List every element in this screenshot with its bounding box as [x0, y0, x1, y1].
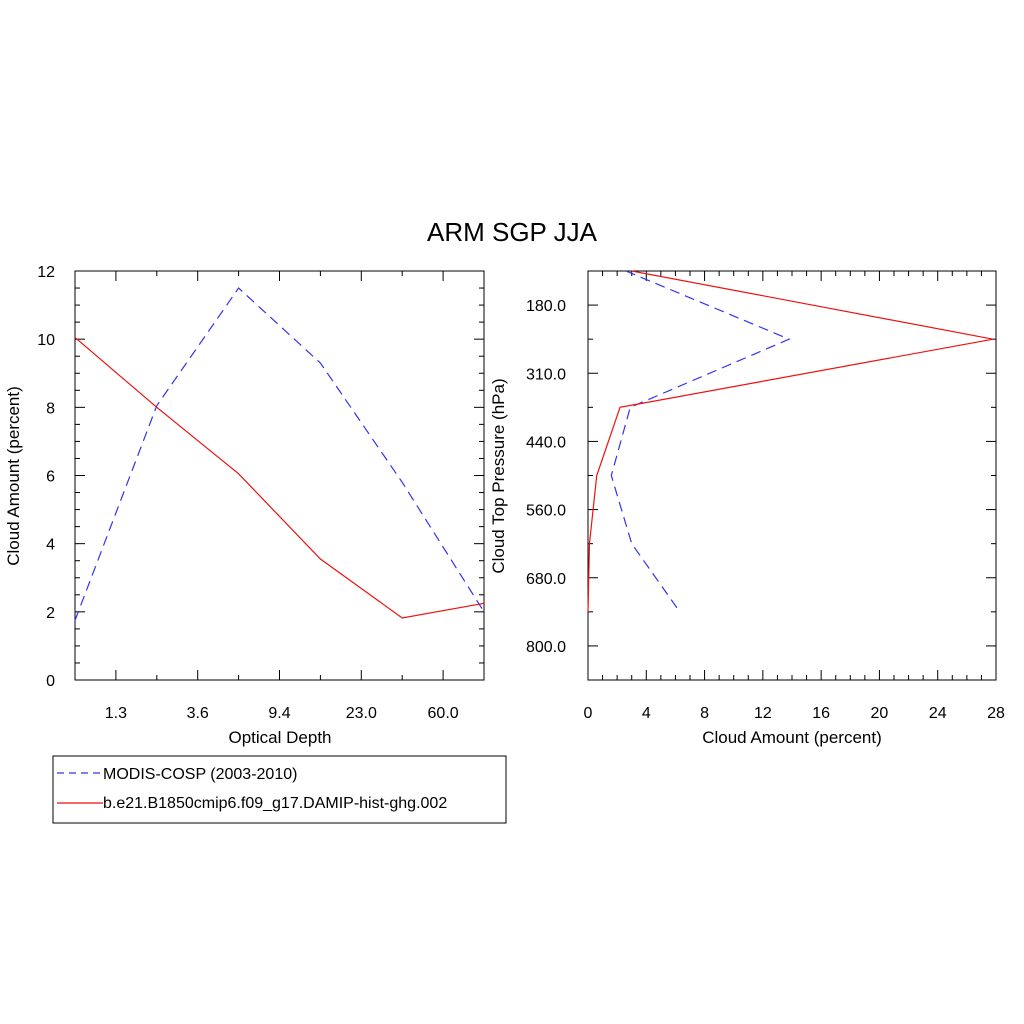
left-x-tick-label: 1.3	[105, 705, 127, 722]
left-ticks: 0 2 4 6 8 10 12 1.3 3.6 9.4 23.0 60.0	[37, 264, 485, 722]
right-series-modis-line	[610, 270, 791, 613]
right-y-tick-label: 180.0	[526, 298, 566, 315]
legend-label-modis: MODIS-COSP (2003-2010)	[103, 766, 297, 783]
legend-box	[52, 755, 507, 824]
left-x-tick-label: 60.0	[428, 705, 459, 722]
right-x-tick-label: 4	[642, 705, 651, 722]
right-y-tick-label: 680.0	[526, 571, 566, 588]
figure-title: ARM SGP JJA	[427, 217, 598, 247]
right-series	[587, 270, 994, 613]
left-series	[74, 287, 485, 621]
left-x-axis-title: Optical Depth	[229, 728, 332, 747]
legend-label-model: b.e21.B1850cmip6.f09_g17.DAMIP-hist-ghg.…	[103, 795, 447, 812]
left-y-axis-title: Cloud Amount (percent)	[4, 386, 23, 566]
right-y-tick-label: 800.0	[526, 639, 566, 656]
right-x-tick-label: 28	[987, 705, 1005, 722]
left-x-tick-label: 23.0	[346, 705, 377, 722]
right-y-tick-label: 560.0	[526, 503, 566, 520]
left-y-tick-label: 10	[37, 332, 55, 349]
left-x-tick-label: 9.4	[268, 705, 290, 722]
right-y-tick-label: 310.0	[526, 366, 566, 383]
right-x-tick-label: 0	[584, 705, 593, 722]
right-y-tick-label: 440.0	[526, 434, 566, 451]
right-x-axis-title: Cloud Amount (percent)	[702, 728, 882, 747]
left-panel: 0 2 4 6 8 10 12 1.3 3.6 9.4 23.0 60.0 Optical Depth…	[4, 264, 485, 747]
right-panel: 0 4 8 12 16 20 24 28 180.0 310.0 440.0 560.0 680.0 80…	[489, 270, 1005, 747]
legend: MODIS-COSP (2003-2010) b.e21.B1850cmip6.…	[52, 755, 507, 824]
left-y-tick-label: 6	[46, 469, 55, 486]
right-y-axis-title: Cloud Top Pressure (hPa)	[489, 378, 508, 573]
left-series-model-line	[74, 337, 485, 619]
right-x-tick-label: 16	[812, 705, 830, 722]
right-x-tick-label: 12	[754, 705, 772, 722]
left-y-tick-label: 8	[46, 400, 55, 417]
left-y-tick-label: 12	[37, 264, 55, 281]
right-series-model-line	[587, 270, 994, 612]
right-x-tick-label: 8	[700, 705, 709, 722]
left-y-tick-label: 2	[46, 605, 55, 622]
right-x-tick-label: 24	[929, 705, 947, 722]
right-ticks: 0 4 8 12 16 20 24 28 180.0 310.0 440.0 560.0 680.0 80…	[526, 270, 1005, 722]
left-y-tick-label: 0	[46, 673, 55, 690]
right-x-tick-label: 20	[871, 705, 889, 722]
left-x-tick-label: 3.6	[187, 705, 209, 722]
left-y-tick-label: 4	[46, 537, 55, 554]
